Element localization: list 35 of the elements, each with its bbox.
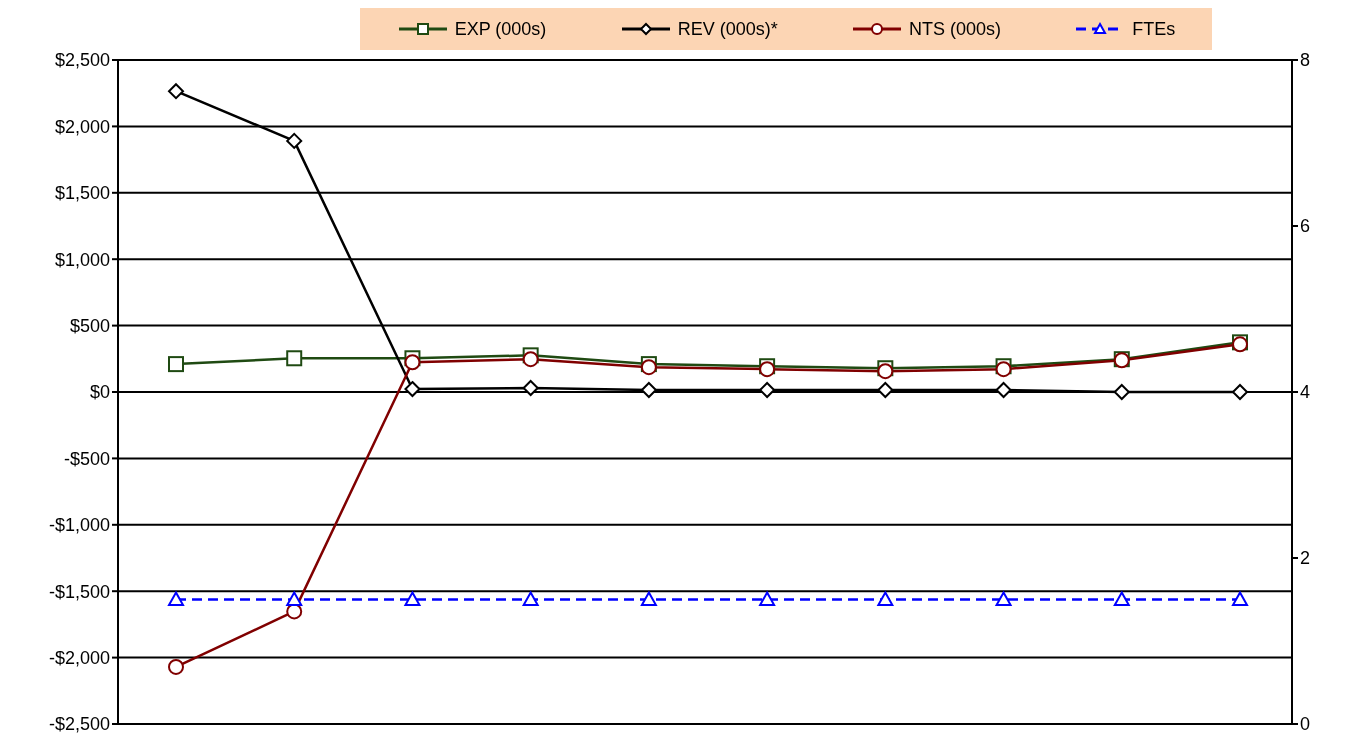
point xyxy=(404,381,421,398)
point xyxy=(522,380,539,397)
y-tick-label: -$1,000 xyxy=(48,515,110,536)
point xyxy=(404,354,421,371)
point xyxy=(759,382,776,399)
legend-label: REV (000s)* xyxy=(677,18,778,40)
legend-label: NTS (000s) xyxy=(909,18,1002,40)
y-tick-label: $1,500 xyxy=(54,183,110,204)
point xyxy=(995,382,1012,399)
y-tick-label: $2,000 xyxy=(54,116,110,137)
point xyxy=(286,132,303,149)
point xyxy=(168,658,184,675)
y2-tick-label: 2 xyxy=(1300,548,1311,569)
y-tick-label: -$500 xyxy=(63,448,110,469)
y2-tick-label: 4 xyxy=(1300,382,1311,403)
y-tick-label: -$2,000 xyxy=(48,647,110,668)
point xyxy=(1232,384,1248,400)
point xyxy=(522,351,539,368)
y2-tick-label: 8 xyxy=(1300,50,1311,71)
point xyxy=(877,382,894,399)
y-tick-label: $2,500 xyxy=(54,50,110,71)
y2-tick-label: 6 xyxy=(1300,216,1311,237)
point xyxy=(640,382,657,399)
point xyxy=(1113,384,1130,400)
y-tick-label: $500 xyxy=(69,315,110,336)
y-tick-label: -$2,500 xyxy=(48,714,110,735)
point xyxy=(168,83,184,100)
point xyxy=(286,350,303,367)
y-tick-label: $1,000 xyxy=(54,249,110,270)
y2-tick-label: 0 xyxy=(1300,714,1311,735)
point xyxy=(168,356,184,373)
y-tick-label: -$1,500 xyxy=(48,581,110,602)
y-tick-label: $0 xyxy=(89,382,110,403)
legend-label: FTEs xyxy=(1132,18,1176,40)
legend-label: EXP (000s) xyxy=(454,18,547,40)
